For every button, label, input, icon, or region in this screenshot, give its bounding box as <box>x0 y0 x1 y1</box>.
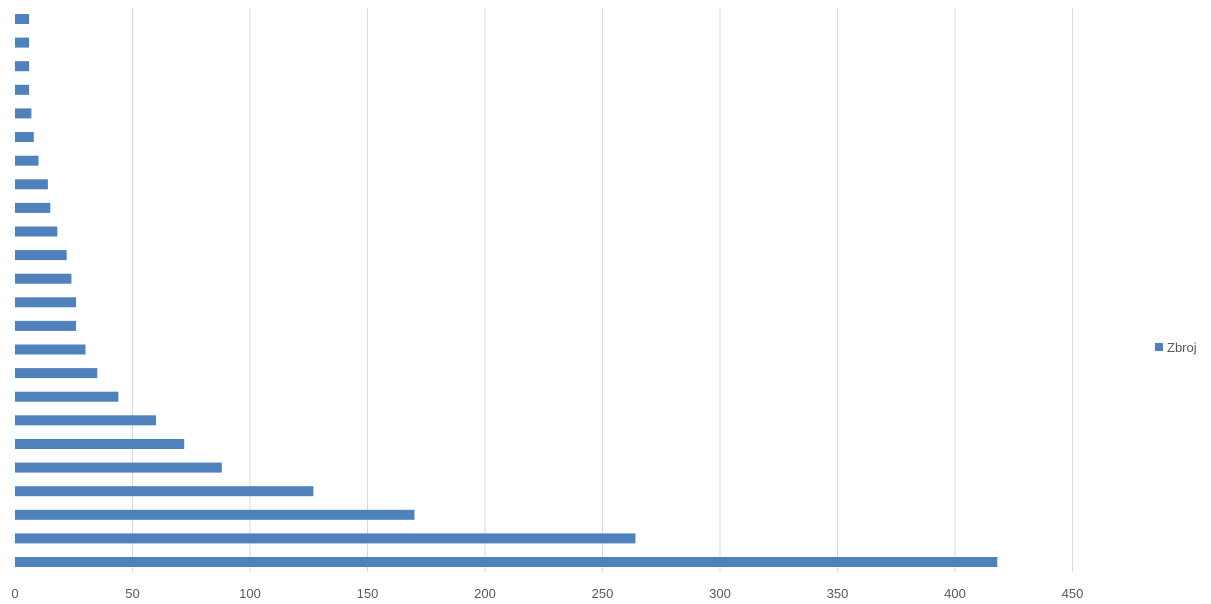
x-tick-label: 100 <box>239 586 261 601</box>
x-tick-label: 450 <box>1062 586 1084 601</box>
bar <box>15 439 185 449</box>
bar <box>15 297 77 308</box>
bar <box>15 273 72 284</box>
bar <box>15 462 222 473</box>
x-axis-ticks: 0 50 100 150 200 250 300 350 400 450 <box>11 586 1083 601</box>
bar <box>15 108 32 119</box>
legend: Zbroj <box>1155 340 1197 355</box>
bar <box>15 533 636 544</box>
bar <box>15 486 314 497</box>
x-tick-label: 0 <box>11 586 18 601</box>
bar <box>15 344 86 355</box>
bar <box>15 14 30 24</box>
bar <box>15 391 119 402</box>
legend-label: Zbroj <box>1167 340 1197 355</box>
bar <box>15 179 48 190</box>
bar <box>15 37 30 48</box>
x-tick-label: 250 <box>592 586 614 601</box>
bar <box>15 155 39 166</box>
bar <box>15 368 98 379</box>
bar <box>15 415 156 426</box>
x-tick-label: 200 <box>474 586 496 601</box>
bar <box>15 320 77 331</box>
bar <box>15 132 34 142</box>
bar <box>15 84 30 95</box>
bars <box>15 14 998 567</box>
legend-swatch <box>1155 343 1163 351</box>
x-tick-label: 150 <box>357 586 379 601</box>
x-tick-label: 400 <box>944 586 966 601</box>
x-tick-label: 350 <box>827 586 849 601</box>
x-tick-label: 50 <box>125 586 139 601</box>
bar <box>15 202 51 213</box>
bar <box>15 250 67 261</box>
bar <box>15 557 998 567</box>
bar <box>15 509 415 520</box>
gridlines <box>132 8 1073 572</box>
x-tick-label: 300 <box>709 586 731 601</box>
bar <box>15 226 58 237</box>
bar <box>15 61 30 72</box>
